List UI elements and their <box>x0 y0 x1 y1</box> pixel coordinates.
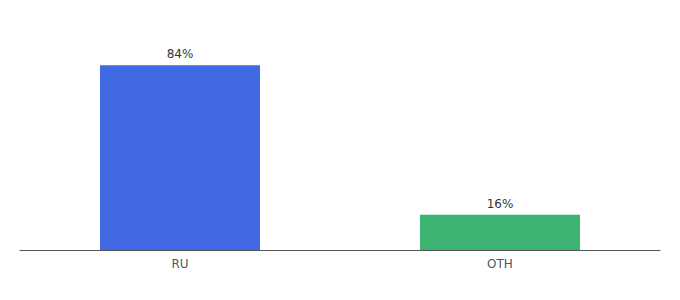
svg-text:84%: 84% <box>167 47 194 61</box>
svg-text:16%: 16% <box>487 197 514 211</box>
svg-text:RU: RU <box>171 257 188 271</box>
svg-text:OTH: OTH <box>487 257 513 271</box>
